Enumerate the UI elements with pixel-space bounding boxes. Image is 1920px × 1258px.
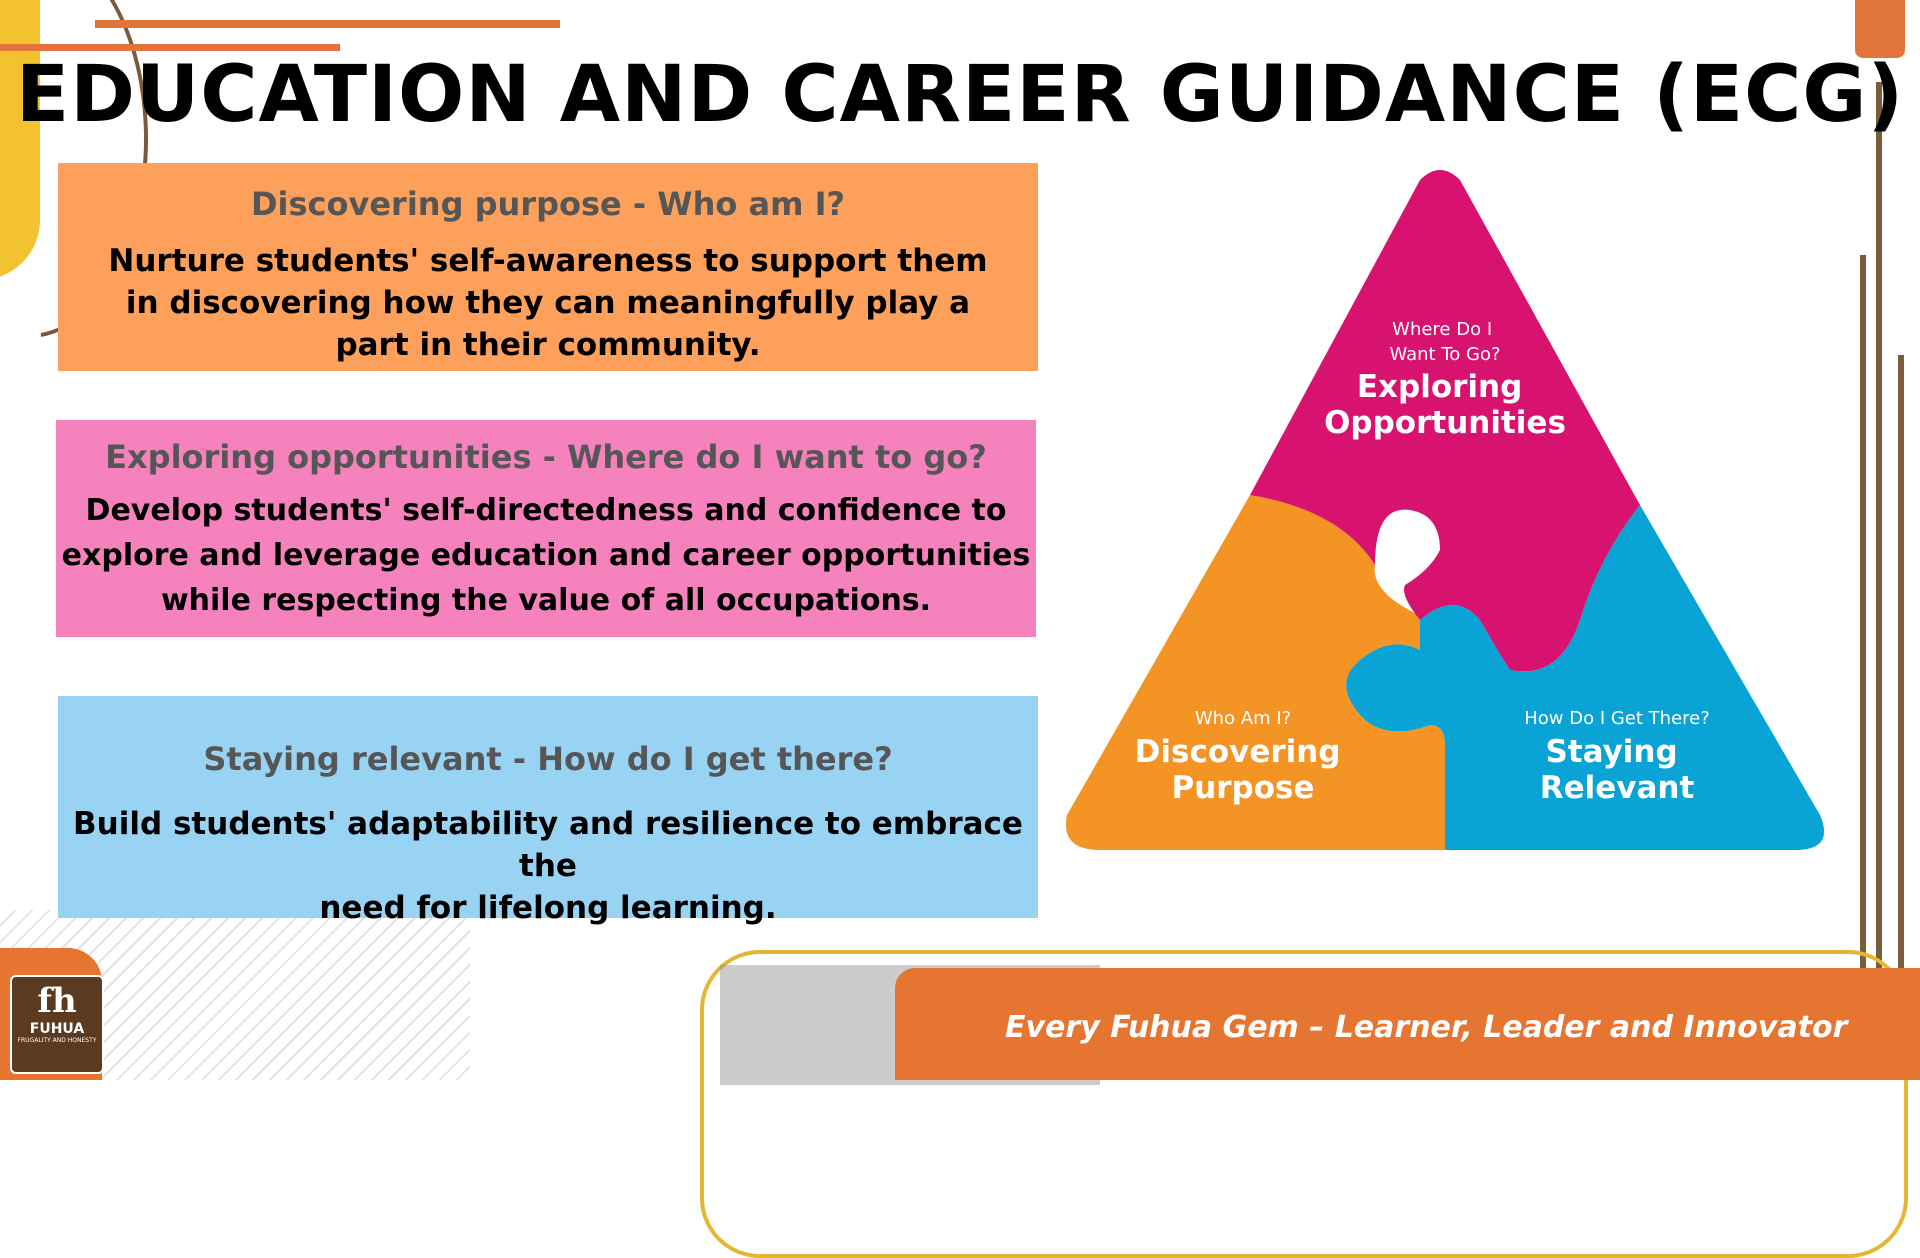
staying-relevant-box: Staying relevant - How do I get there? B… (58, 696, 1038, 926)
puzzle-triangle-diagram: Where Do I Want To Go? Exploring Opportu… (1065, 170, 1825, 850)
logo-name: FUHUA (29, 1021, 85, 1037)
box-text-line: in discovering how they can meaningfully… (125, 284, 971, 321)
puzzle-question-left: Who Am I? (1195, 708, 1291, 729)
puzzle-title-top: Exploring Opportunities (1324, 369, 1566, 441)
box-heading: Discovering purpose - Who am I? (250, 185, 846, 223)
vertical-accent-line (1860, 255, 1866, 975)
puzzle-question-top: Where Do I Want To Go? (1389, 319, 1500, 365)
discovering-purpose-box: Discovering purpose - Who am I? Nurture … (58, 163, 1038, 371)
vertical-accent-line (1876, 82, 1882, 972)
right-accent-tab (1855, 0, 1905, 58)
box-text-line: part in their community. (335, 326, 761, 363)
logo-tagline: FRUGALITY AND HONESTY (17, 1037, 97, 1044)
box-text-line: explore and leverage education and caree… (61, 538, 1031, 573)
yellow-corner-decoration (0, 0, 40, 280)
footer-slogan: Every Fuhua Gem – Learner, Leader and In… (1005, 1010, 1848, 1045)
box-text-line: while respecting the value of all occupa… (160, 583, 932, 618)
box-text-line: Nurture students' self-awareness to supp… (108, 243, 988, 279)
box-text-line: Build students' adaptability and resilie… (73, 806, 1023, 884)
puzzle-piece-discovering-purpose (1065, 495, 1445, 850)
vertical-accent-line (1898, 355, 1904, 975)
logo-mark: fh (37, 981, 77, 1021)
box-text-line: need for lifelong learning. (319, 889, 777, 926)
footer-band (895, 968, 1920, 1080)
school-logo: fh FUHUA FRUGALITY AND HONESTY (10, 975, 104, 1074)
box-heading: Exploring opportunities - Where do I wan… (105, 438, 987, 476)
puzzle-title-left: Discovering Purpose (1135, 734, 1352, 806)
top-accent-bar-short (0, 44, 340, 51)
puzzle-title-right: Staying Relevant (1540, 734, 1695, 806)
exploring-opportunities-box: Exploring opportunities - Where do I wan… (56, 420, 1036, 637)
puzzle-piece-staying-relevant (1346, 505, 1825, 850)
puzzle-piece-exploring-opportunities (1250, 170, 1640, 672)
puzzle-question-right: How Do I Get There? (1524, 708, 1710, 729)
top-accent-bar (95, 20, 560, 28)
box-heading: Staying relevant - How do I get there? (203, 740, 893, 778)
page-title: EDUCATION AND CAREER GUIDANCE (ECG) (15, 50, 1905, 140)
box-text-line: Develop students' self-directedness and … (85, 493, 1007, 528)
